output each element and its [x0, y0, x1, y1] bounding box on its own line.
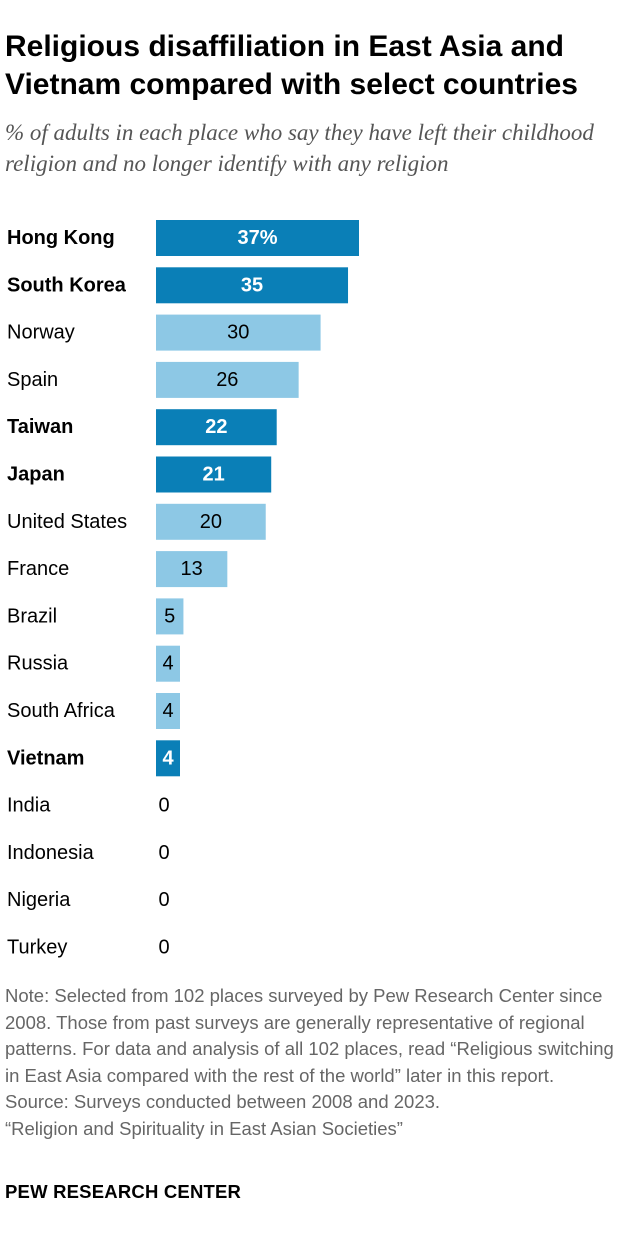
value-label: 21 [202, 464, 224, 486]
bar [156, 598, 184, 635]
value-label: 30 [227, 322, 249, 344]
category-label: Vietnam [7, 747, 84, 769]
bar-row: South Korea 35 [7, 267, 349, 304]
bar-row: United States 20 [7, 503, 266, 540]
report-title: “Religion and Spirituality in East Asian… [5, 1117, 403, 1139]
bar [156, 220, 359, 256]
category-label: South Africa [7, 700, 116, 722]
value-label: 20 [200, 511, 222, 533]
bar [156, 693, 180, 729]
value-label: 4 [162, 747, 174, 769]
value-label: 37% [237, 227, 277, 249]
value-label: 35 [241, 274, 263, 296]
value-label: 0 [158, 795, 169, 817]
category-label: Spain [7, 369, 58, 391]
bar-chart: Hong Kong 37% South Korea 35 Norway 30 Spain 26… [7, 220, 359, 959]
bar-row: South Africa 4 [7, 693, 180, 729]
chart-subtitle: % of adults in each place who say they h… [5, 120, 594, 176]
bar [156, 503, 266, 540]
chart-notes: Note: Selected from 102 places surveyed … [5, 983, 617, 1143]
bar-row: Brazil 5 [7, 598, 184, 635]
bar-row: Norway 30 [7, 314, 321, 351]
bar-row: Japan 21 [7, 456, 272, 493]
bar-row: Vietnam 4 [7, 740, 180, 777]
category-label: Taiwan [7, 416, 73, 438]
chart-title: Religious disaffiliation in East Asia an… [5, 30, 578, 101]
value-label: 0 [158, 842, 169, 864]
bar [156, 645, 180, 682]
bar-row: Spain 26 [7, 361, 299, 398]
category-label: United States [7, 511, 127, 533]
bar-row: France 13 [7, 551, 228, 588]
bar-row: Indonesia 0 [7, 842, 170, 864]
bar [156, 740, 180, 777]
category-label: South Korea [7, 274, 127, 296]
bar-row: India 0 [7, 795, 170, 817]
value-label: 26 [216, 369, 238, 391]
category-label: Indonesia [7, 842, 95, 864]
value-label: 22 [205, 416, 227, 438]
bar [156, 267, 349, 304]
category-label: Brazil [7, 605, 57, 627]
category-label: Japan [7, 464, 65, 486]
category-label: Turkey [7, 937, 67, 959]
bar [156, 361, 299, 398]
value-label: 4 [162, 700, 173, 722]
brand-logo-text: PEW RESEARCH CENTER [5, 1181, 242, 1202]
bar [156, 409, 277, 446]
value-label: 0 [158, 889, 169, 911]
note-text: Note: Selected from 102 places surveyed … [5, 985, 614, 1086]
bar-row: Nigeria 0 [7, 889, 170, 911]
bar-row: Russia 4 [7, 645, 180, 682]
bar [156, 314, 321, 351]
value-label: 13 [181, 558, 203, 580]
bar [156, 551, 228, 588]
source-text: Source: Surveys conducted between 2008 a… [5, 1091, 441, 1113]
category-label: Hong Kong [7, 227, 115, 249]
value-label: 0 [158, 937, 169, 959]
category-label: India [7, 795, 51, 817]
category-label: France [7, 558, 69, 580]
category-label: Nigeria [7, 889, 71, 911]
value-label: 5 [164, 605, 175, 627]
value-label: 4 [162, 653, 173, 675]
bar-row: Turkey 0 [7, 937, 170, 959]
category-label: Russia [7, 653, 69, 675]
bar [156, 456, 272, 493]
bar-row: Hong Kong 37% [7, 220, 359, 256]
category-label: Norway [7, 322, 75, 344]
bar-row: Taiwan 22 [7, 409, 277, 446]
